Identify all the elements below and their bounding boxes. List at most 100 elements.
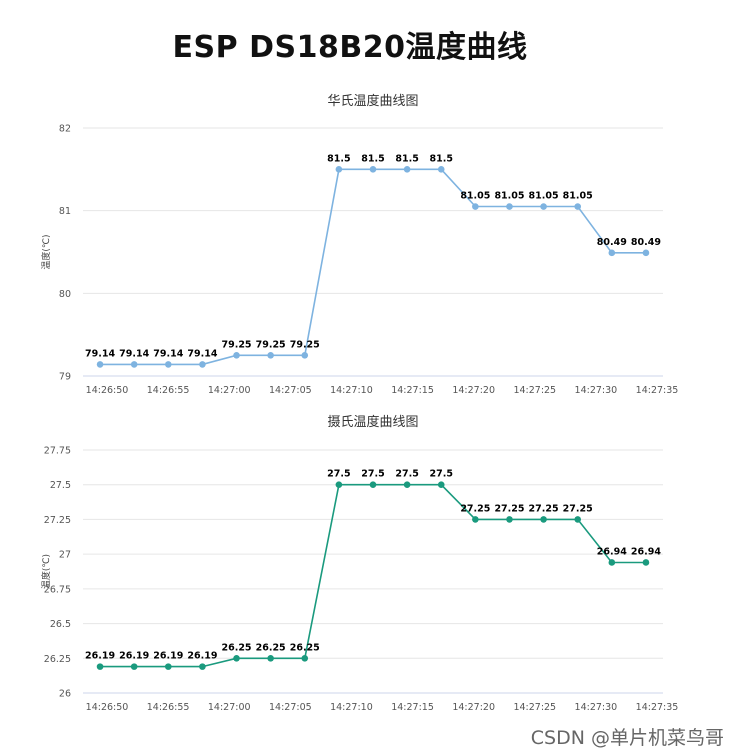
data-label: 81.05 — [563, 191, 593, 202]
data-label: 80.49 — [631, 237, 661, 248]
x-tick-label: 14:27:35 — [636, 702, 679, 713]
data-label: 79.25 — [290, 339, 320, 350]
x-tick-label: 14:27:30 — [575, 702, 618, 713]
data-point — [540, 203, 547, 210]
data-label: 26.19 — [85, 651, 115, 662]
data-point — [130, 663, 138, 670]
data-label: 27.5 — [430, 469, 453, 480]
data-point — [506, 516, 513, 523]
data-label: 26.25 — [290, 642, 320, 653]
data-point — [437, 166, 445, 173]
y-tick-label: 82 — [59, 124, 71, 135]
data-label: 79.14 — [153, 348, 183, 359]
x-tick-label: 14:27:20 — [452, 702, 495, 713]
data-point — [96, 663, 104, 670]
y-tick-label: 81 — [59, 206, 71, 217]
celsius-chart: 摄氏温度曲线图 26 26.25 26.5 26.75 27 27.25 27.5 27.75 1… — [40, 414, 679, 713]
y-tick-label: 79 — [59, 372, 71, 383]
y-tick-label: 27 — [59, 550, 71, 561]
data-label: 26.19 — [153, 651, 183, 662]
y-tick-label: 26 — [59, 689, 71, 700]
data-label: 79.25 — [221, 339, 251, 350]
data-label: 81.05 — [529, 191, 559, 202]
chart-title: 华氏温度曲线图 — [327, 93, 418, 109]
data-label: 27.25 — [460, 503, 490, 514]
x-tick-label: 14:27:15 — [391, 702, 434, 713]
data-label: 27.25 — [563, 503, 593, 514]
data-label: 81.5 — [395, 153, 418, 164]
data-label: 80.49 — [597, 237, 627, 248]
data-point — [403, 166, 411, 173]
data-point — [369, 166, 377, 173]
data-point — [301, 352, 309, 359]
data-label: 79.14 — [85, 348, 115, 359]
data-label: 27.5 — [395, 469, 418, 480]
watermark: CSDN @单片机菜鸟哥 — [530, 727, 724, 749]
data-label: 27.5 — [361, 469, 384, 480]
x-tick-label: 14:27:10 — [330, 385, 373, 396]
data-point — [335, 481, 343, 489]
data-point — [574, 203, 582, 210]
data-point — [506, 203, 513, 210]
data-point — [233, 654, 240, 662]
data-point — [608, 559, 616, 566]
x-tick-label: 14:27:20 — [452, 385, 495, 396]
data-point — [574, 516, 582, 523]
data-label: 26.19 — [119, 651, 149, 662]
y-tick-label: 27.25 — [44, 515, 71, 526]
x-tick-label: 14:27:05 — [269, 385, 312, 396]
fahrenheit-chart: 华氏温度曲线图 79 80 81 82 14:26:50 14:26:55 14:27:00 1… — [40, 93, 679, 396]
y-tick-label: 26.5 — [50, 619, 71, 630]
data-point — [267, 352, 274, 359]
data-point — [608, 249, 616, 257]
x-tick-label: 14:27:30 — [575, 385, 618, 396]
x-tick-label: 14:27:00 — [208, 702, 251, 713]
data-point — [403, 481, 411, 489]
x-tick-label: 14:27:00 — [208, 385, 251, 396]
data-label: 79.14 — [187, 348, 217, 359]
data-label: 26.19 — [187, 651, 217, 662]
y-axis-title: 温度(℃) — [40, 554, 52, 589]
data-point — [642, 559, 650, 566]
data-point — [642, 249, 650, 257]
data-label: 81.05 — [494, 191, 524, 202]
data-label: 81.5 — [361, 153, 384, 164]
x-tick-label: 14:26:55 — [147, 702, 190, 713]
y-tick-label: 27.5 — [50, 480, 71, 491]
x-tick-label: 14:26:50 — [86, 702, 129, 713]
x-tick-label: 14:27:35 — [636, 385, 679, 396]
page-title: ESP DS18B20温度曲线 — [172, 30, 528, 65]
data-point — [96, 361, 104, 368]
data-label: 26.94 — [631, 546, 661, 557]
data-point — [540, 516, 547, 523]
data-point — [130, 361, 138, 368]
data-point — [472, 203, 479, 210]
data-label: 79.14 — [119, 348, 149, 359]
data-label: 27.25 — [529, 503, 559, 514]
data-label: 79.25 — [256, 339, 286, 350]
data-point — [437, 481, 445, 489]
data-label: 26.94 — [597, 546, 627, 557]
data-point — [369, 481, 377, 489]
data-label: 27.25 — [494, 503, 524, 514]
data-point — [199, 663, 206, 670]
data-label: 26.25 — [256, 642, 286, 653]
x-tick-label: 14:26:50 — [86, 385, 129, 396]
data-label: 81.05 — [460, 191, 490, 202]
x-tick-label: 14:27:05 — [269, 702, 312, 713]
x-tick-label: 14:27:10 — [330, 702, 373, 713]
data-label: 81.5 — [327, 153, 350, 164]
data-point — [199, 361, 206, 368]
y-axis-title: 温度(℃) — [40, 234, 52, 269]
data-point — [472, 516, 479, 523]
data-label: 81.5 — [430, 153, 453, 164]
y-tick-label: 80 — [59, 289, 71, 300]
x-tick-label: 14:27:25 — [513, 385, 556, 396]
x-tick-label: 14:27:15 — [391, 385, 434, 396]
data-label: 27.5 — [327, 469, 350, 480]
y-tick-label: 26.25 — [44, 654, 71, 665]
y-tick-label: 26.75 — [44, 584, 71, 595]
x-tick-label: 14:26:55 — [147, 385, 190, 396]
data-point — [164, 663, 172, 670]
data-point — [335, 166, 343, 173]
